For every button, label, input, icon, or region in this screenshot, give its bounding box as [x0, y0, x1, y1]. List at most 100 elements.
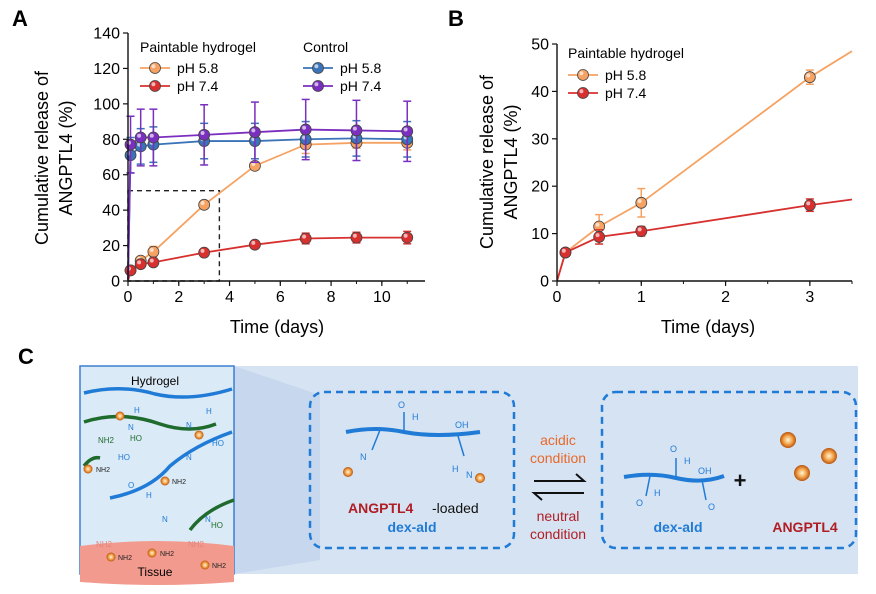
legend-marker-body: [149, 62, 161, 74]
label-nh2: NH2: [160, 551, 174, 558]
chart-a-marks: [124, 98, 414, 282]
label-ho: HO: [211, 521, 223, 530]
label-h: H: [146, 491, 152, 500]
panel-label-c: C: [18, 344, 34, 369]
acidic-label-2: condition: [530, 450, 586, 466]
data-point: [147, 256, 160, 269]
chart-a-xlabel: Time (days): [230, 317, 324, 337]
y-tick-label: 60: [102, 167, 120, 184]
data-point-body: [635, 196, 648, 209]
chart-b-ticks: 0 10 20 30 40 50 0 1 2 3: [531, 37, 853, 306]
data-point: [198, 128, 211, 141]
chart-a-ylabel-line1: Cumulative release of: [32, 70, 52, 245]
data-point: [350, 124, 363, 137]
data-point-body: [593, 231, 606, 243]
chart-b-ylabel-line1: Cumulative release of: [477, 74, 497, 249]
legend-marker-shine: [314, 82, 319, 87]
legend-title-paintable: Paintable hydrogel: [140, 39, 256, 55]
data-point-body: [134, 258, 147, 271]
chart-b-frame: [556, 44, 852, 282]
data-point-body: [803, 71, 816, 84]
y-tick-label: 10: [531, 226, 549, 243]
data-point: [401, 231, 414, 244]
data-point-body: [124, 138, 137, 151]
data-point-shine: [200, 131, 205, 136]
label-ho: HO: [118, 453, 130, 462]
label-nh2: NH2: [172, 479, 186, 486]
aldehyde-bond: [701, 479, 707, 501]
legend-marker-shine: [151, 64, 156, 69]
angptl4-particle: [160, 476, 170, 486]
label-o: O: [636, 498, 643, 508]
label-o: O: [708, 502, 715, 512]
label-oh: OH: [455, 420, 469, 430]
data-point-shine: [302, 125, 307, 130]
schematic-callout-wedge: [234, 366, 320, 574]
data-point-body: [147, 256, 160, 269]
legend-marker-body: [312, 62, 324, 74]
angptl4-particle: [147, 548, 157, 558]
legend-marker: [577, 87, 589, 99]
data-point-shine: [561, 248, 566, 253]
angptl4-particle: [780, 432, 796, 448]
data-point: [803, 199, 816, 212]
chitosan-strand: [83, 414, 217, 431]
legend-marker: [149, 80, 161, 92]
data-point: [299, 123, 312, 136]
data-point-body: [803, 199, 816, 212]
data-point-shine: [149, 133, 154, 138]
angptl4-particle: [200, 560, 210, 570]
y-tick-label: 20: [531, 179, 549, 196]
data-point-body: [635, 225, 648, 238]
data-point: [147, 131, 160, 144]
label-h: H: [654, 488, 661, 498]
data-point-shine: [352, 233, 357, 238]
data-point: [635, 225, 648, 238]
label-n: N: [128, 423, 134, 432]
label-nh2: NH2: [96, 540, 113, 549]
legend-marker-body: [312, 80, 324, 92]
data-point-body: [147, 245, 160, 258]
acidic-label-1: acidic: [540, 432, 576, 448]
data-point-shine: [637, 198, 642, 203]
legend-label: pH 7.4: [340, 78, 381, 94]
data-point-shine: [251, 128, 256, 133]
data-point-shine: [149, 258, 154, 263]
label-n: N: [205, 515, 211, 524]
x-tick-label: 10: [373, 289, 391, 306]
imine-bond: [371, 429, 381, 451]
tissue-layer: [80, 541, 234, 585]
data-point-body: [198, 198, 211, 211]
panel-label-b: B: [448, 6, 464, 31]
legend-marker-shine: [314, 64, 319, 69]
data-point-shine: [637, 227, 642, 232]
data-point: [350, 231, 363, 244]
legend-label: pH 5.8: [177, 60, 218, 76]
data-point-body: [249, 238, 261, 251]
axis-lines: [127, 33, 425, 282]
chart-a-ylabel-line2: ANGPTL4 (%): [56, 100, 76, 215]
series-line: [556, 50, 853, 282]
angptl4-particle: [194, 430, 204, 440]
data-point-shine: [403, 127, 408, 132]
neutral-label-2: condition: [530, 526, 586, 542]
legend-marker-shine: [579, 71, 584, 76]
chart-b: Cumulative release of ANGPTL4 (%) Time (…: [477, 37, 853, 337]
data-point-body: [249, 126, 261, 139]
y-tick-label: 40: [531, 84, 549, 101]
x-tick-label: 2: [174, 289, 183, 306]
data-point-body: [198, 128, 211, 141]
series-line: [127, 128, 408, 282]
data-point-body: [401, 125, 414, 138]
legend-marker-shine: [151, 82, 156, 87]
data-point: [299, 232, 312, 245]
data-point-body: [299, 123, 312, 136]
x-tick-label: 6: [276, 289, 285, 306]
chart-b-legend: Paintable hydrogel pH 5.8 pH 7.4: [568, 45, 684, 101]
data-point-body: [299, 232, 312, 245]
y-tick-label: 0: [111, 274, 120, 291]
data-point-shine: [302, 234, 307, 239]
released-products-box: [600, 390, 858, 550]
chart-b-marks: [556, 50, 853, 282]
